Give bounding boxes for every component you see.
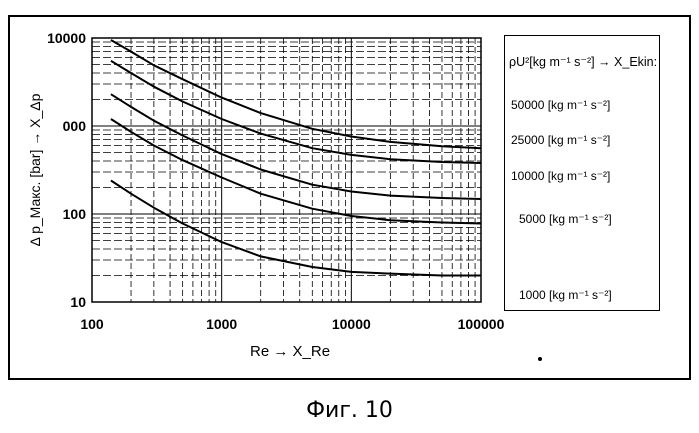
legend-item-25000: 25000 [kg m⁻¹ s⁻²]	[511, 133, 610, 147]
x-tick-label: 100000	[458, 316, 505, 332]
legend-item-10000: 10000 [kg m⁻¹ s⁻²]	[511, 169, 610, 183]
series-line-3	[111, 94, 481, 199]
y-tick-label: 10000	[47, 30, 86, 46]
x-tick-labels: 100 1000 10000 100000	[80, 316, 504, 332]
y-tick-label: 000	[63, 118, 87, 134]
legend-item-1000: 1000 [kg m⁻¹ s⁻²]	[519, 288, 612, 302]
x-tick-label: 1000	[206, 316, 237, 332]
y-tick-label: 10	[70, 294, 86, 310]
legend-title: ρU²[kg m⁻¹ s⁻²] → X_Ekin:	[509, 54, 657, 69]
x-axis-label: Re → X_Re	[250, 343, 330, 360]
legend: ρU²[kg m⁻¹ s⁻²] → X_Ekin: 50000 [kg m⁻¹ …	[504, 35, 660, 311]
legend-item-50000: 50000 [kg m⁻¹ s⁻²]	[511, 98, 610, 112]
x-tick-label: 100	[80, 316, 104, 332]
series-line-2	[111, 61, 481, 163]
x-tick-label: 10000	[332, 316, 371, 332]
y-tick-label: 100	[63, 206, 87, 222]
figure-caption: Фиг. 10	[0, 398, 699, 423]
y-tick-labels: 10 100 000 10000	[47, 30, 86, 310]
y-axis-label: Δ p_Макс. [bar] → X_Δp	[27, 93, 43, 246]
legend-item-5000: 5000 [kg m⁻¹ s⁻²]	[519, 212, 612, 226]
stray-dot	[538, 357, 542, 361]
